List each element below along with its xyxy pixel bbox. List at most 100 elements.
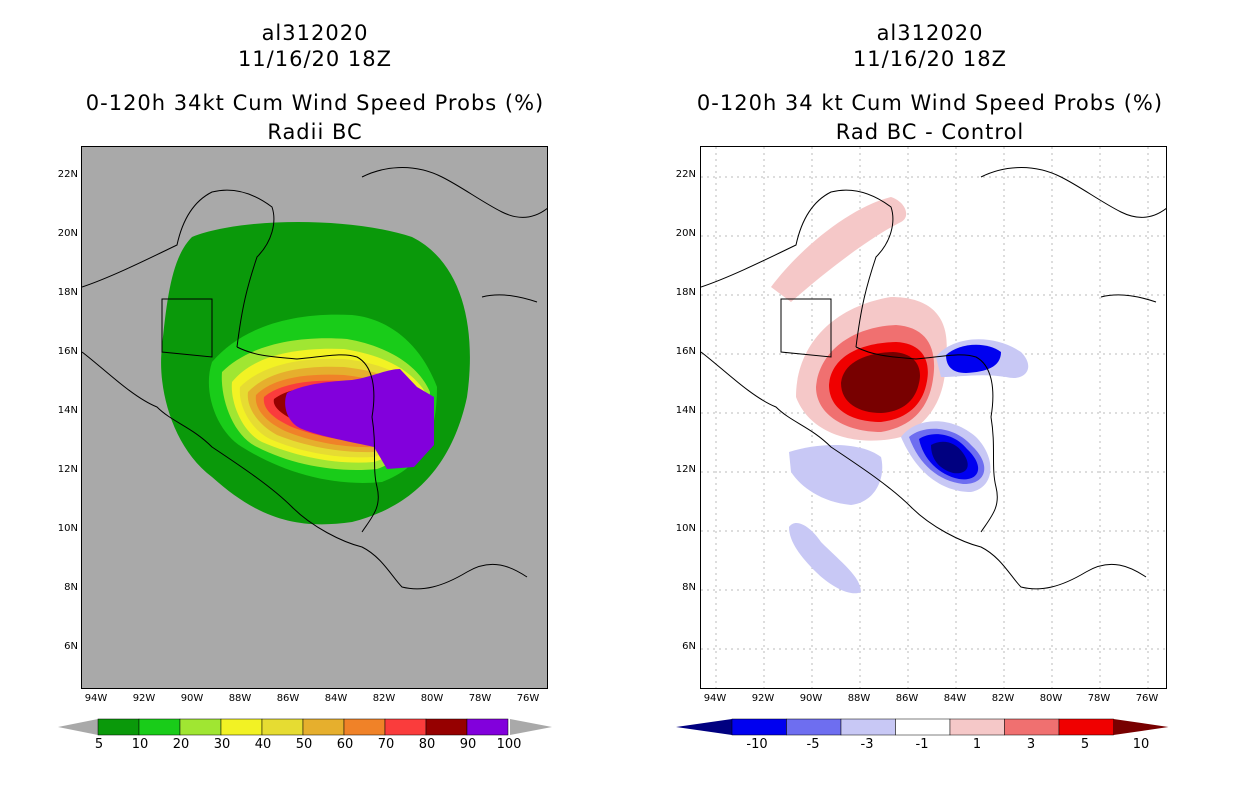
left-subtitle: Radii BC <box>267 120 363 144</box>
right-lat-8n: 8N <box>682 582 696 593</box>
right-lon-76w: 76W <box>1135 693 1159 704</box>
right-lat-14n: 14N <box>675 405 696 416</box>
left-cbar-label-50: 50 <box>295 737 313 752</box>
right-lat-12n: 12N <box>675 464 696 475</box>
right-title: 0-120h 34 kt Cum Wind Speed Probs (%) <box>696 91 1164 115</box>
left-cbar-label-60: 60 <box>336 737 354 752</box>
left-colorbar-swatch <box>97 718 140 736</box>
right-lon-84w: 84W <box>943 693 967 704</box>
left-lat-16n: 16N <box>57 346 78 357</box>
right-storm-id: al312020 <box>876 21 984 45</box>
right-cbar-label-neg1: -1 <box>915 737 929 752</box>
left-datetime: 11/16/20 18Z <box>237 47 393 71</box>
left-colorbar <box>58 718 552 736</box>
right-cbar-label-10: 10 <box>1132 737 1150 752</box>
right-cbar-label-5: 5 <box>1080 737 1090 752</box>
right-colorbar-swatch <box>1004 718 1060 736</box>
left-lon-88w: 88W <box>228 693 252 704</box>
right-lat-22n: 22N <box>675 169 696 180</box>
right-colorbar-under-arrow <box>676 719 732 735</box>
right-lon-80w: 80W <box>1039 693 1063 704</box>
anomaly-pos-light-north <box>771 197 907 302</box>
left-lon-80w: 80W <box>420 693 444 704</box>
left-colorbar-swatch <box>302 718 345 736</box>
left-lat-12n: 12N <box>57 464 78 475</box>
right-lon-86w: 86W <box>895 693 919 704</box>
left-map-canvas <box>82 167 547 590</box>
right-colorbar-swatch <box>949 718 1005 736</box>
right-gridlines <box>701 147 1166 688</box>
right-lon-88w: 88W <box>847 693 871 704</box>
anomaly-neg-light-southwest <box>789 445 883 505</box>
left-cbar-label-40: 40 <box>254 737 272 752</box>
left-coastlines <box>82 167 547 590</box>
left-lat-10n: 10N <box>57 523 78 534</box>
right-colorbar-swatch <box>731 718 787 736</box>
left-lon-94w: 94W <box>84 693 108 704</box>
left-colorbar-swatch <box>179 718 222 736</box>
right-cbar-label-3: 3 <box>1026 737 1036 752</box>
right-colorbar-swatch <box>786 718 842 736</box>
right-colorbar-over-arrow <box>1113 719 1169 735</box>
left-lon-90w: 90W <box>180 693 204 704</box>
right-map <box>700 146 1167 689</box>
left-cbar-label-20: 20 <box>172 737 190 752</box>
left-lat-14n: 14N <box>57 405 78 416</box>
right-lon-92w: 92W <box>751 693 775 704</box>
right-coastlines <box>701 167 1166 590</box>
anomaly-neg-medium-east <box>946 344 1001 373</box>
right-cbar-label-neg3: -3 <box>860 737 874 752</box>
right-colorbar-swatch <box>840 718 896 736</box>
left-lon-86w: 86W <box>276 693 300 704</box>
right-lat-16n: 16N <box>675 346 696 357</box>
left-cbar-label-70: 70 <box>377 737 395 752</box>
right-colorbar <box>676 718 1169 736</box>
anomaly-neg-max-southeast <box>931 441 968 474</box>
anomaly-neg-light-south <box>789 522 861 594</box>
left-lat-18n: 18N <box>57 287 78 298</box>
left-colorbar-swatch <box>466 718 509 736</box>
right-subtitle: Rad BC - Control <box>835 120 1025 144</box>
right-lon-94w: 94W <box>703 693 727 704</box>
right-lon-90w: 90W <box>799 693 823 704</box>
left-cbar-label-90: 90 <box>459 737 477 752</box>
left-lon-78w: 78W <box>468 693 492 704</box>
left-lat-8n: 8N <box>64 582 78 593</box>
right-cbar-label-1: 1 <box>972 737 982 752</box>
left-cbar-label-10: 10 <box>131 737 149 752</box>
left-colorbar-under-arrow <box>58 719 98 735</box>
left-colorbar-swatch <box>261 718 304 736</box>
right-lat-10n: 10N <box>675 523 696 534</box>
right-lon-82w: 82W <box>991 693 1015 704</box>
left-cbar-label-30: 30 <box>213 737 231 752</box>
right-colorbar-swatch <box>895 718 951 736</box>
right-lat-6n: 6N <box>682 641 696 652</box>
left-lat-22n: 22N <box>57 169 78 180</box>
left-colorbar-swatch <box>220 718 263 736</box>
left-colorbar-over-arrow <box>510 719 552 735</box>
right-cbar-label-neg10: -10 <box>746 737 768 752</box>
left-title: 0-120h 34kt Cum Wind Speed Probs (%) <box>85 91 545 115</box>
left-cbar-label-5: 5 <box>94 737 104 752</box>
left-cbar-label-80: 80 <box>418 737 436 752</box>
left-lon-92w: 92W <box>132 693 156 704</box>
right-datetime: 11/16/20 18Z <box>852 47 1008 71</box>
left-lon-76w: 76W <box>516 693 540 704</box>
left-colorbar-swatch <box>343 718 386 736</box>
left-lon-84w: 84W <box>324 693 348 704</box>
left-storm-id: al312020 <box>261 21 369 45</box>
left-colorbar-swatch <box>138 718 181 736</box>
anomaly-pos-max-center <box>841 352 920 413</box>
left-lat-6n: 6N <box>64 641 78 652</box>
right-lon-78w: 78W <box>1087 693 1111 704</box>
left-cbar-label-100: 100 <box>496 737 522 752</box>
left-lat-20n: 20N <box>57 228 78 239</box>
right-lat-18n: 18N <box>675 287 696 298</box>
right-lat-20n: 20N <box>675 228 696 239</box>
right-map-canvas <box>701 147 1166 688</box>
prob-90-region <box>285 369 434 469</box>
right-colorbar-swatch <box>1058 718 1114 736</box>
left-colorbar-swatch <box>425 718 468 736</box>
left-map <box>81 146 548 689</box>
right-cbar-label-neg5: -5 <box>806 737 820 752</box>
